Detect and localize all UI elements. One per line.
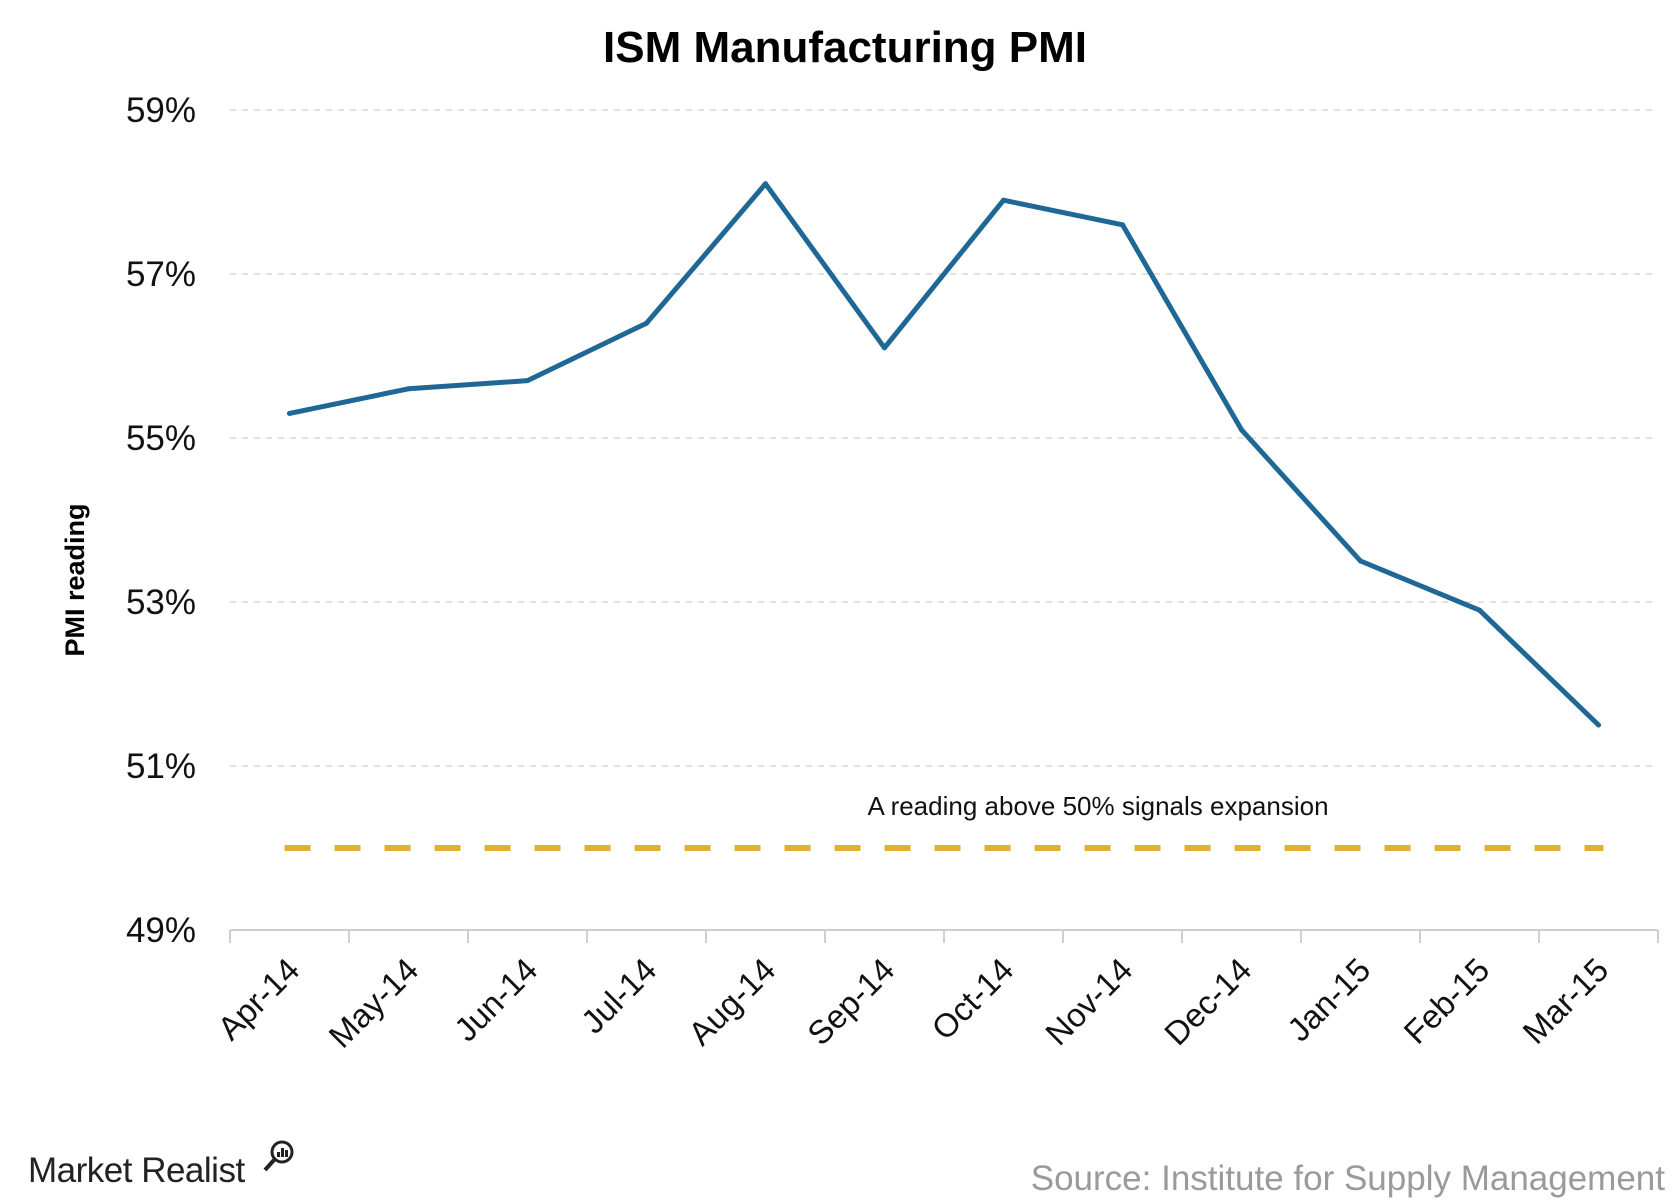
- x-tick-label: Mar-15: [1515, 951, 1615, 1051]
- magnifier-icon: [263, 1140, 294, 1172]
- y-tick-labels: 49% 51% 53% 55% 57% 59%: [126, 91, 196, 950]
- data-point: [1239, 427, 1244, 433]
- data-point: [406, 386, 411, 392]
- data-point: [882, 345, 887, 351]
- market-realist-logo: Market Realist: [28, 1140, 294, 1190]
- data-point: [1596, 722, 1601, 728]
- y-tick-label: 51%: [126, 747, 196, 786]
- data-point: [1001, 197, 1006, 203]
- logo-text: Market Realist: [28, 1151, 245, 1190]
- series-line: [287, 181, 1601, 728]
- x-tick-label: Jun-14: [447, 951, 545, 1049]
- data-point: [1358, 558, 1363, 564]
- x-tick-label: Nov-14: [1038, 951, 1139, 1052]
- y-tick-label: 55%: [126, 419, 196, 458]
- x-tick-label: May-14: [321, 951, 425, 1055]
- x-tick-label: Jul-14: [574, 951, 664, 1041]
- chart-title: ISM Manufacturing PMI: [603, 23, 1087, 72]
- source-note: Source: Institute for Supply Management: [1031, 1159, 1666, 1198]
- data-point: [1477, 607, 1482, 613]
- data-point: [525, 378, 530, 384]
- x-tick-labels: Apr-14 May-14 Jun-14 Jul-14 Aug-14 Sep-14 Oct-…: [210, 951, 1615, 1055]
- x-tick-label: Jan-15: [1280, 951, 1378, 1049]
- data-point: [287, 410, 292, 416]
- data-point: [644, 320, 649, 326]
- y-tick-label: 49%: [126, 911, 196, 950]
- x-tick-marks: [229, 930, 1659, 943]
- y-axis-label: PMI reading: [60, 503, 90, 656]
- x-tick-label: Apr-14: [210, 951, 306, 1047]
- x-tick-label: Sep-14: [800, 951, 901, 1052]
- reference-annotation: A reading above 50% signals expansion: [867, 791, 1328, 821]
- x-tick-label: Feb-15: [1396, 951, 1496, 1051]
- data-point: [1120, 222, 1125, 228]
- x-tick-label: Dec-14: [1157, 951, 1258, 1052]
- data-point: [763, 181, 768, 187]
- gridlines: [230, 109, 1658, 767]
- x-tick-label: Aug-14: [681, 951, 782, 1052]
- y-tick-label: 53%: [126, 583, 196, 622]
- y-tick-label: 57%: [126, 255, 196, 294]
- y-tick-label: 59%: [126, 91, 196, 130]
- x-tick-label: Oct-14: [924, 951, 1020, 1047]
- series-group: [287, 181, 1601, 728]
